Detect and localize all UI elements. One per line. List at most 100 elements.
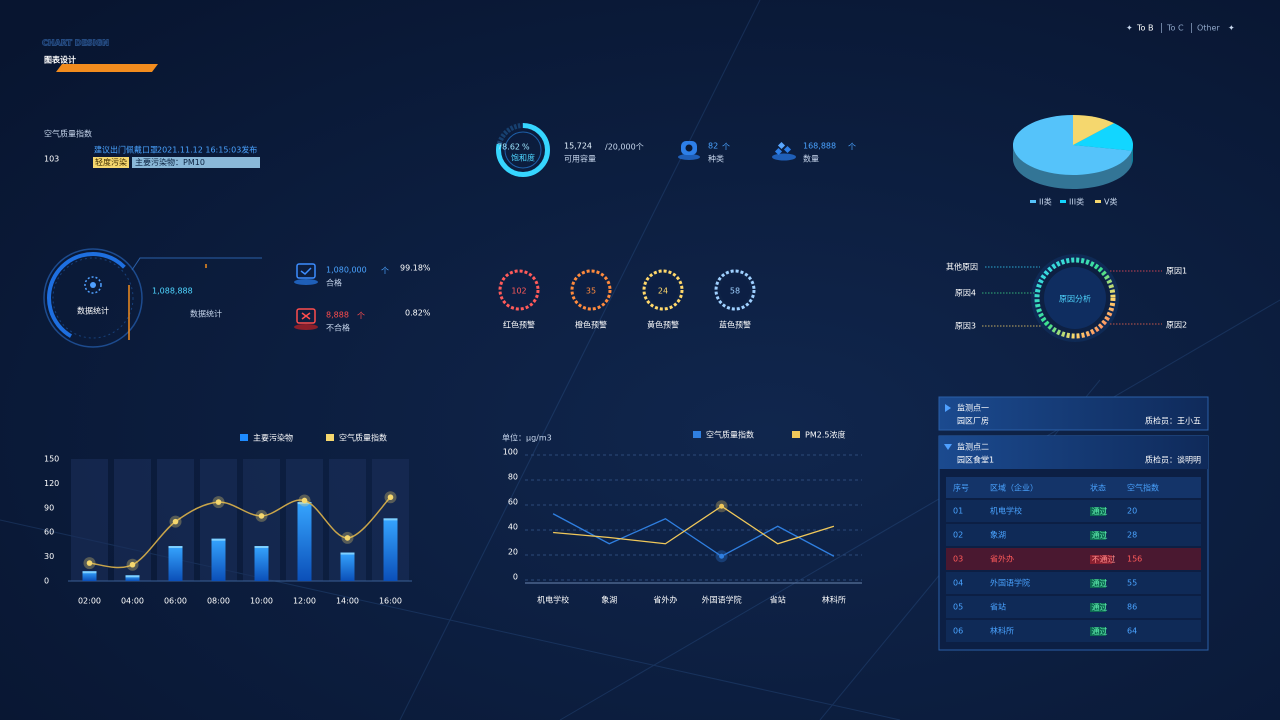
pass-value: 1,080,000 — [326, 266, 367, 275]
level-badge — [93, 157, 129, 168]
x-tick-label: 04:00 — [121, 597, 144, 606]
nav-item[interactable]: To B — [1136, 24, 1153, 33]
point — [129, 561, 136, 568]
aqi-time: 2021.11.12 16:15:03发布 — [157, 145, 257, 155]
gauge-label: 饱和度 — [511, 153, 535, 163]
kinds-value: 82 — [708, 142, 718, 151]
y-tick-label: 60 — [44, 528, 54, 537]
status: 通过 — [1092, 506, 1108, 516]
monitor-place: 园区厂房 — [957, 416, 989, 426]
legend-label: PM2.5浓度 — [805, 430, 845, 440]
stats-total-label: 数据统计 — [190, 309, 222, 319]
table-header-cell: 状态 — [1090, 483, 1106, 493]
aqi-pollutant: 主要污染物：PM10 — [135, 157, 205, 167]
bar-cap — [82, 571, 97, 574]
table-header-cell: 区域（企业） — [990, 483, 1038, 493]
table-cell: 05 — [953, 603, 963, 612]
table-row — [946, 524, 1201, 546]
nav-item[interactable]: Other — [1197, 24, 1220, 33]
table-row — [946, 548, 1201, 570]
y-tick-label: 100 — [503, 448, 518, 457]
unit-label: 单位：μg/m3 — [502, 433, 552, 443]
nav-sep — [1191, 23, 1192, 33]
expand-arrow[interactable] — [944, 444, 952, 450]
x-tick-label: 12:00 — [293, 597, 316, 606]
bar-cap — [168, 546, 183, 549]
gauge-inner — [504, 131, 542, 169]
capacity-total: /20,000个 — [605, 143, 644, 152]
fail-label: 不合格 — [326, 323, 350, 333]
gauge-tick — [513, 123, 518, 130]
y-tick-label: 20 — [508, 548, 518, 557]
table-header-cell: 序号 — [953, 483, 969, 493]
status: 不通过 — [1092, 554, 1116, 564]
monitor-name: 监测点二 — [957, 442, 989, 452]
bar — [254, 546, 269, 581]
reason-label: 原因3 — [955, 322, 976, 331]
table-cell: 03 — [953, 555, 963, 564]
legend-label: 空气质量指数 — [706, 430, 754, 440]
warning-label: 橙色预警 — [575, 320, 607, 330]
table-cell: 外国语学院 — [990, 578, 1030, 588]
aqi-advice: 建议出门佩戴口罩 — [94, 145, 158, 155]
point — [719, 503, 725, 509]
fail-icon — [294, 308, 318, 330]
x-tick-label: 08:00 — [207, 597, 230, 606]
point — [301, 497, 308, 504]
line — [552, 513, 835, 558]
expand-arrow[interactable] — [945, 404, 951, 412]
x-tick-label: 省站 — [770, 595, 786, 605]
pass-unit: 个 — [381, 267, 389, 276]
y-tick-label: 0 — [513, 573, 518, 582]
gauge-unit: % — [522, 143, 530, 152]
reason-label: 其他原因 — [946, 262, 978, 272]
x-tick-label: 省外办 — [653, 595, 677, 605]
x-tick-label: 象湖 — [601, 595, 617, 605]
table-cell: 省外办 — [990, 554, 1014, 564]
status: 通过 — [1092, 602, 1108, 612]
pie-slice — [1073, 115, 1115, 145]
legend-swatch — [693, 431, 701, 438]
watermark: CHART DESIGN — [42, 39, 109, 48]
point — [344, 535, 351, 541]
table-cell: 01 — [953, 507, 963, 516]
pass-percent: 99.18% — [400, 264, 431, 273]
stats-ring — [43, 248, 262, 348]
point — [86, 560, 93, 566]
legend-label: II类 — [1039, 197, 1052, 207]
x-tick-label: 02:00 — [78, 597, 101, 606]
gauge-tick — [506, 127, 512, 133]
reason-center: 原因分析 — [1059, 294, 1091, 304]
monitor-inspector: 质检员：王小五 — [1145, 416, 1201, 426]
count-label: 数量 — [803, 154, 819, 164]
x-tick-label: 机电学校 — [537, 595, 569, 605]
gauge-tick — [498, 136, 504, 142]
warning-label: 蓝色预警 — [719, 320, 751, 330]
warning-value: 35 — [586, 287, 596, 296]
nav-item[interactable]: To C — [1166, 24, 1184, 33]
warning-ring — [642, 269, 684, 311]
gauge-value: 78.62 — [497, 143, 520, 152]
aqi-value: 103 — [44, 155, 59, 164]
x-tick-label: 10:00 — [250, 597, 273, 606]
status-badge — [1090, 507, 1106, 516]
y-tick-label: 30 — [44, 552, 54, 561]
monitor-panel[interactable] — [939, 436, 1208, 469]
warning-label: 黄色预警 — [647, 320, 679, 330]
bar-cap — [340, 552, 355, 555]
fail-value: 8,888 — [326, 311, 349, 320]
bar-cap — [383, 518, 398, 521]
monitor-panel[interactable] — [938, 396, 1209, 431]
status: 通过 — [1092, 530, 1108, 540]
gauge-tick — [496, 140, 503, 145]
table-cell: 28 — [1127, 531, 1137, 540]
table-header — [946, 477, 1201, 498]
gauge-arc — [496, 123, 550, 177]
stats-total: 1,088,888 — [152, 287, 193, 296]
warning-ring — [570, 269, 612, 311]
kinds-label: 种类 — [708, 154, 724, 164]
ring-label: 数据统计 — [77, 306, 109, 316]
warning-inner — [504, 275, 534, 305]
